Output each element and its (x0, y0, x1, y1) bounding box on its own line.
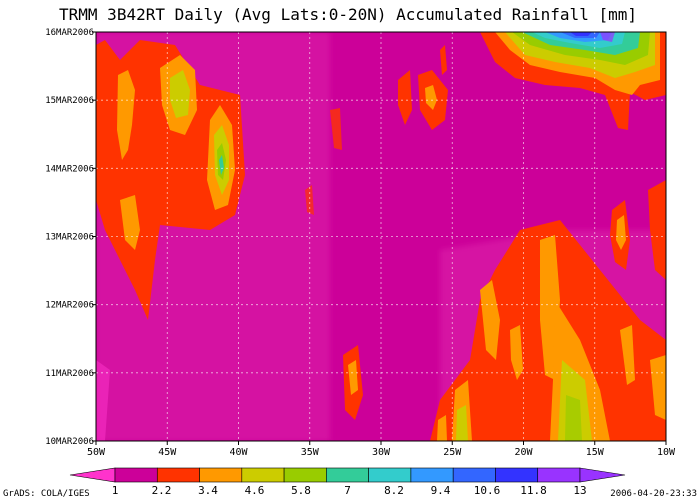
rain-region (330, 108, 342, 150)
y-tick-label: 11MAR2006 (45, 369, 94, 379)
x-tick-label: 45W (158, 447, 177, 458)
x-tick-label: 10W (657, 447, 676, 458)
colorbar-label: 13 (573, 484, 586, 497)
colorbar-label: 4.6 (245, 484, 265, 497)
colorbar-swatch (156, 467, 200, 483)
rain-region (648, 180, 666, 280)
plot-area: 50W 45W 40W 35W 30W 25W 20W 15W 10W 10MAR2006 11M… (45, 28, 676, 458)
rain-region (456, 405, 468, 441)
colorbar-swatch (495, 467, 539, 483)
rain-region (398, 70, 412, 125)
y-tick-label: 13MAR2006 (45, 233, 94, 243)
colorbar-label: 5.8 (291, 484, 311, 497)
colorbar: 1 2.2 3.4 4.6 5.8 7 8.2 9.4 10.6 11.8 13 (69, 467, 626, 497)
y-tick-label: 10MAR2006 (45, 437, 94, 447)
rain-region (650, 355, 666, 420)
colorbar-swatch (114, 467, 158, 483)
chart-title: TRMM 3B42RT Daily (Avg Lats:0-20N) Accum… (59, 5, 637, 24)
footer-credit: GrADS: COLA/IGES (3, 489, 90, 499)
rain-region (480, 280, 500, 360)
rain-region (219, 155, 224, 175)
colorbar-swatch (283, 467, 327, 483)
colorbar-swatch (410, 467, 454, 483)
x-tick-label: 40W (229, 447, 248, 458)
rain-region (120, 195, 140, 250)
colorbar-low-arrow (69, 467, 116, 483)
rain-region (437, 415, 447, 441)
x-tick-label: 35W (301, 447, 320, 458)
colorbar-label: 10.6 (474, 484, 501, 497)
rain-region (425, 85, 437, 110)
colorbar-label: 8.2 (384, 484, 404, 497)
colorbar-swatch (326, 467, 369, 483)
colorbar-label: 9.4 (431, 484, 451, 497)
y-tick-label: 14MAR2006 (45, 164, 94, 174)
rain-region (616, 215, 626, 250)
rain-region (117, 70, 135, 160)
rain-region (510, 325, 523, 380)
colorbar-swatch (452, 467, 496, 483)
colorbar-label: 11.8 (520, 484, 547, 497)
rain-region (170, 70, 190, 118)
x-tick-label: 15W (586, 447, 605, 458)
rain-region (440, 45, 447, 75)
y-tick-label: 16MAR2006 (45, 28, 94, 38)
colorbar-label: 3.4 (198, 484, 218, 497)
x-tick-label: 25W (443, 447, 462, 458)
x-axis: 50W 45W 40W 35W 30W 25W 20W 15W 10W (87, 441, 676, 458)
x-tick-label: 30W (372, 447, 391, 458)
rain-region (620, 325, 635, 385)
colorbar-swatch (199, 467, 243, 483)
rain-region (570, 32, 592, 36)
y-tick-label: 15MAR2006 (45, 96, 94, 106)
colorbar-swatch (368, 467, 412, 483)
x-tick-label: 50W (87, 447, 106, 458)
footer-timestamp: 2006-04-20-23:33 (610, 489, 697, 499)
x-tick-label: 20W (514, 447, 533, 458)
rain-region (600, 32, 615, 42)
colorbar-swatch (537, 467, 581, 483)
y-tick-label: 12MAR2006 (45, 301, 94, 311)
colorbar-swatch (241, 467, 285, 483)
grid-lines (96, 32, 666, 441)
rain-region (348, 360, 358, 395)
colorbar-high-arrow (579, 467, 626, 483)
rain-region (565, 395, 582, 441)
colorbar-label: 1 (112, 484, 119, 497)
y-axis: 10MAR2006 11MAR2006 12MAR2006 13MAR2006 14MA… (45, 28, 96, 447)
rain-region (96, 360, 110, 441)
rain-region (305, 185, 314, 215)
colorbar-label: 7 (344, 484, 351, 497)
colorbar-label: 2.2 (152, 484, 172, 497)
